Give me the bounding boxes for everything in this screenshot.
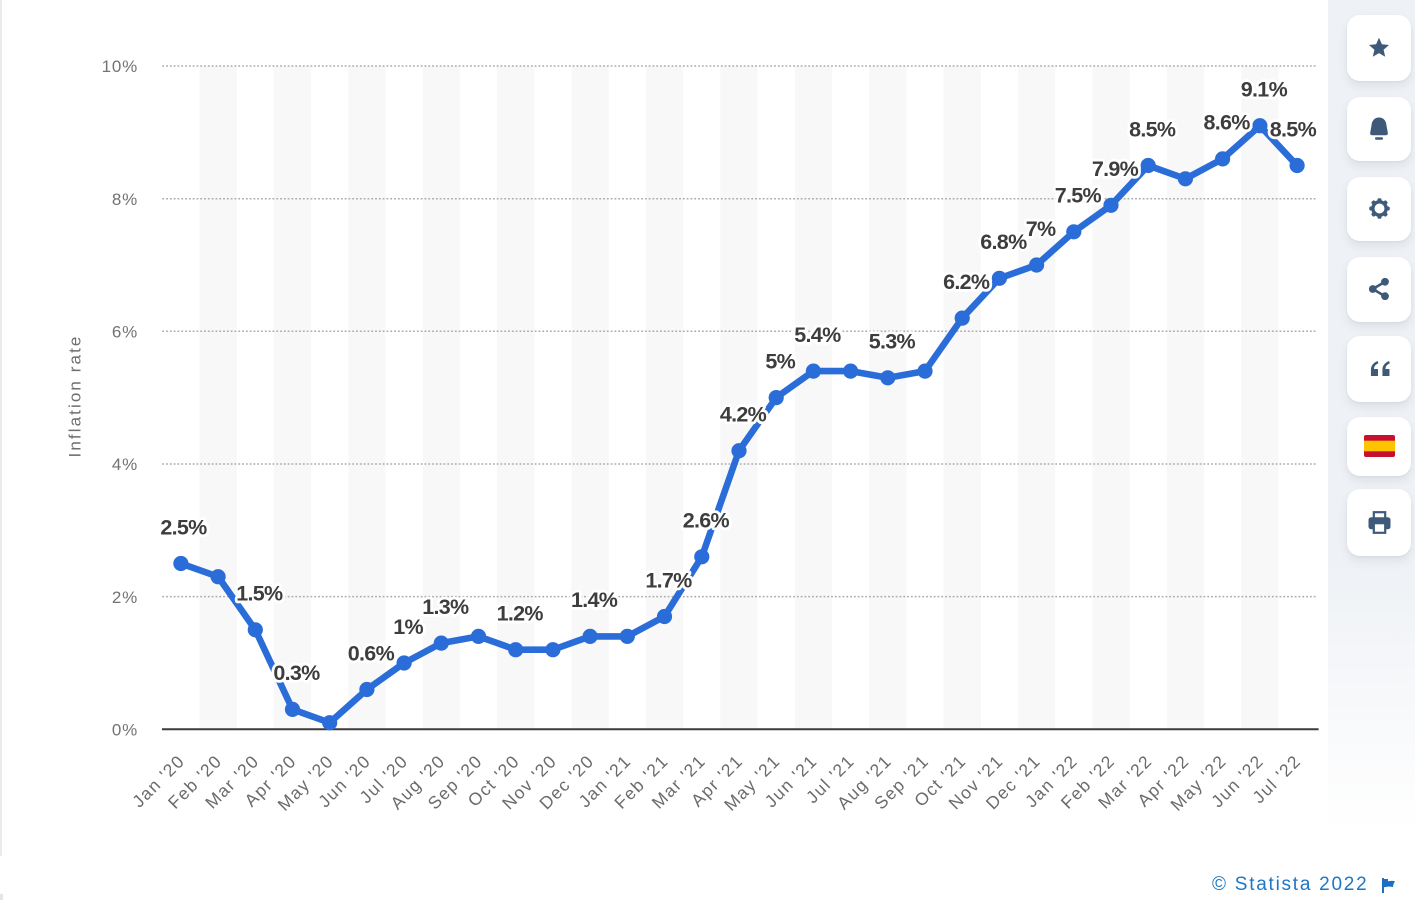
svg-text:1.4%: 1.4% bbox=[571, 588, 618, 612]
svg-text:7.9%: 7.9% bbox=[1092, 157, 1139, 181]
svg-text:0%: 0% bbox=[112, 721, 138, 740]
svg-text:7.5%: 7.5% bbox=[1055, 184, 1102, 208]
svg-text:6%: 6% bbox=[112, 323, 138, 342]
svg-text:6.2%: 6.2% bbox=[943, 270, 990, 294]
svg-text:0.6%: 0.6% bbox=[348, 641, 395, 665]
svg-text:1.5%: 1.5% bbox=[236, 582, 283, 606]
svg-text:10%: 10% bbox=[102, 57, 138, 76]
svg-text:1.7%: 1.7% bbox=[645, 568, 692, 592]
svg-text:0.3%: 0.3% bbox=[273, 661, 320, 685]
svg-text:8.5%: 8.5% bbox=[1129, 117, 1176, 141]
svg-text:2.5%: 2.5% bbox=[160, 515, 207, 539]
svg-text:8.6%: 8.6% bbox=[1203, 111, 1250, 135]
svg-text:2.6%: 2.6% bbox=[683, 509, 730, 533]
svg-text:8%: 8% bbox=[112, 190, 138, 209]
svg-text:9.1%: 9.1% bbox=[1241, 78, 1288, 102]
svg-text:5.4%: 5.4% bbox=[794, 323, 841, 347]
svg-text:2%: 2% bbox=[112, 588, 138, 607]
svg-text:7%: 7% bbox=[1026, 217, 1056, 241]
svg-text:6.8%: 6.8% bbox=[980, 230, 1027, 254]
svg-text:1.3%: 1.3% bbox=[422, 595, 469, 619]
svg-text:5%: 5% bbox=[765, 349, 795, 373]
svg-text:4%: 4% bbox=[112, 455, 138, 474]
svg-text:1%: 1% bbox=[393, 615, 423, 639]
svg-text:8.5%: 8.5% bbox=[1270, 117, 1317, 141]
svg-text:1.2%: 1.2% bbox=[497, 602, 544, 626]
svg-text:Inflation rate: Inflation rate bbox=[66, 335, 85, 458]
svg-text:5.3%: 5.3% bbox=[869, 330, 916, 354]
svg-text:4.2%: 4.2% bbox=[720, 403, 767, 427]
